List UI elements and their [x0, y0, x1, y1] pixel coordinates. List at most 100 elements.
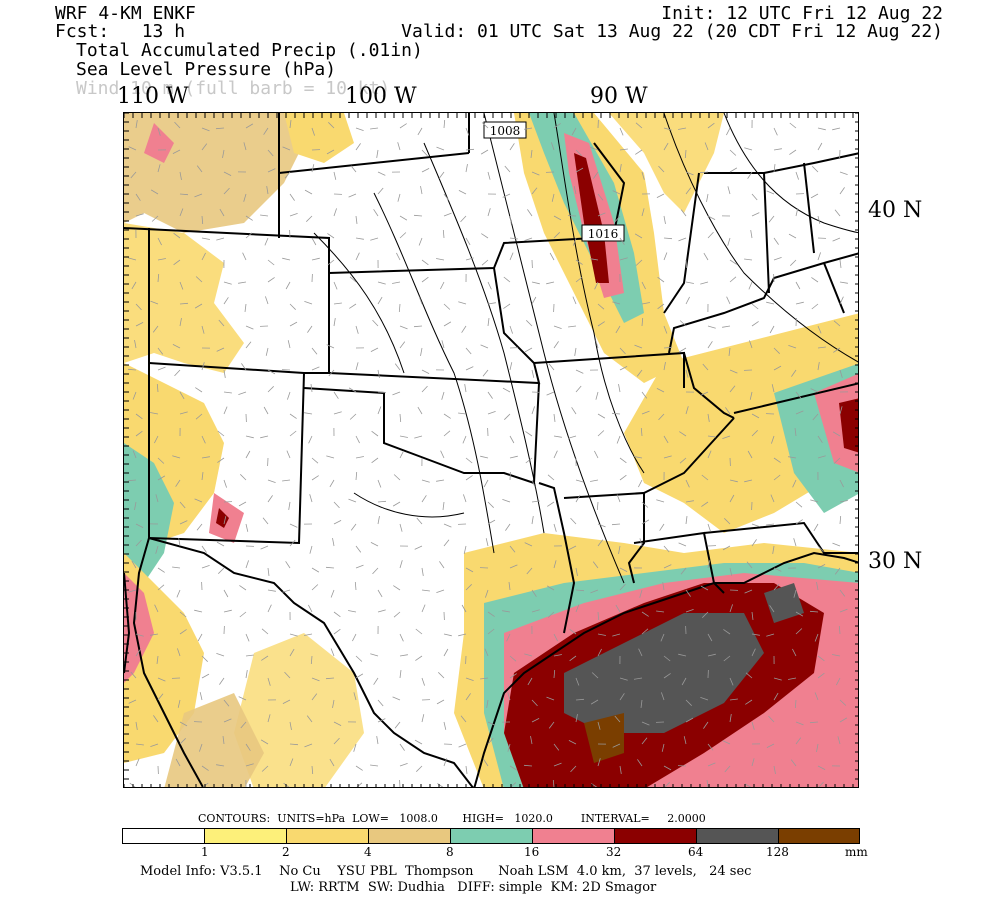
colorbar-bin-2 — [286, 828, 369, 844]
wind-barb — [810, 499, 819, 503]
wind-barb — [817, 346, 826, 349]
wind-barb — [773, 148, 782, 151]
wind-barb — [245, 560, 249, 569]
wind-barb — [792, 648, 797, 657]
wind-barb — [707, 633, 713, 642]
wind-barb — [245, 654, 254, 657]
wind-barb — [415, 655, 423, 661]
wind-barb — [575, 276, 583, 283]
colorbar-tick: 128 — [766, 845, 789, 859]
wind-barb — [172, 149, 181, 154]
wind-barb — [509, 455, 518, 459]
wind-barb — [660, 633, 665, 642]
wind-barb — [481, 233, 489, 239]
wind-barb — [245, 232, 253, 239]
wind-barb — [663, 765, 672, 771]
wind-barb — [663, 252, 668, 261]
wind-barb — [179, 501, 186, 509]
wind-barb — [619, 677, 628, 681]
wind-barb — [530, 149, 533, 158]
wind-barb — [487, 281, 492, 290]
wind-barb — [656, 499, 665, 503]
wind-barb — [350, 523, 357, 531]
wind-barb — [640, 699, 643, 708]
wind-barb — [217, 430, 225, 437]
wind-barb — [179, 302, 189, 305]
wind-barb — [443, 321, 452, 327]
wind-barb — [393, 585, 401, 591]
wind-barb — [679, 457, 687, 464]
wind-barb — [503, 303, 511, 309]
wind-barb — [134, 501, 137, 510]
wind-barb — [173, 232, 181, 239]
wind-barb — [356, 782, 363, 787]
field-label-wind: Wind 10 m (full barb = 10 kt) — [76, 78, 391, 99]
wind-barb — [260, 435, 269, 439]
wind-barb — [590, 258, 599, 261]
wind-barb — [680, 567, 687, 575]
wind-barb — [839, 296, 844, 305]
wind-barb — [747, 450, 753, 459]
wind-barb — [656, 193, 665, 198]
wind-barb — [399, 654, 408, 657]
wind-barb — [155, 494, 159, 503]
wind-barb — [333, 611, 341, 618]
wind-barb — [179, 171, 182, 180]
wind-barb — [465, 567, 474, 573]
wind-barb — [685, 500, 694, 503]
wind-barb — [348, 387, 357, 393]
wind-barb — [744, 589, 753, 594]
wind-barb — [595, 340, 599, 349]
wind-barb — [354, 581, 357, 591]
wind-barb — [458, 743, 467, 748]
wind-barb — [267, 677, 271, 686]
wind-barb — [442, 229, 445, 239]
wind-barb — [399, 215, 408, 221]
wind-barb — [597, 212, 606, 217]
wind-barb — [839, 699, 847, 706]
wind-barb — [223, 187, 230, 195]
wind-barb — [839, 515, 842, 525]
wind-barb — [267, 714, 271, 723]
wind-barb — [376, 736, 379, 745]
wind-barb — [195, 413, 203, 420]
wind-barb — [551, 193, 555, 202]
wind-barb — [729, 677, 734, 686]
wind-barb — [328, 122, 335, 129]
wind-barb — [590, 589, 599, 594]
wind-barb — [766, 523, 775, 526]
wind-barb — [483, 759, 489, 767]
wind-barb — [596, 501, 599, 511]
wind-barb — [289, 430, 297, 437]
wind-barb — [751, 303, 759, 310]
wind-barb — [594, 281, 599, 290]
wind-barb — [289, 413, 297, 419]
wind-barb — [223, 406, 228, 415]
wind-barb — [134, 340, 137, 349]
wind-barb — [487, 628, 495, 635]
wind-barb — [245, 450, 251, 459]
wind-barb — [263, 406, 269, 415]
wind-barb — [392, 281, 401, 284]
field-label-precip: Total Accumulated Precip (.01in) — [76, 40, 423, 61]
wind-barb — [377, 296, 383, 305]
wind-barb — [267, 386, 274, 393]
wind-barb — [135, 322, 144, 327]
wind-barb — [685, 369, 689, 378]
wind-barb — [436, 258, 445, 261]
wind-barb — [284, 671, 291, 679]
wind-barb — [330, 589, 335, 598]
wind-barb — [744, 479, 753, 483]
wind-barb — [311, 677, 320, 682]
wind-barb — [263, 127, 269, 135]
precip-map: 1008 1016 — [123, 112, 859, 788]
wind-barb — [481, 122, 489, 129]
wind-barb — [135, 413, 143, 420]
wind-barb — [157, 693, 164, 701]
wind-barb — [487, 302, 496, 305]
wind-barb — [619, 257, 628, 261]
wind-barb — [575, 369, 584, 374]
wind-barb — [157, 347, 164, 355]
wind-barb — [699, 171, 709, 174]
wind-barb — [619, 583, 626, 591]
